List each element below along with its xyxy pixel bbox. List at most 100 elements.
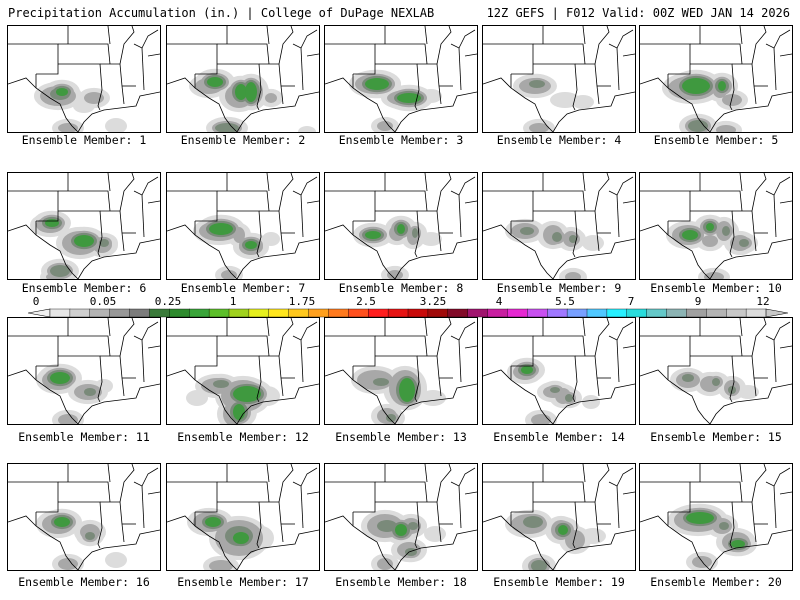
precip-contour	[205, 517, 221, 527]
state-border	[58, 63, 103, 111]
state-border	[552, 238, 635, 279]
precip-contour	[365, 231, 381, 239]
precip-contour	[105, 118, 127, 132]
state-border	[450, 321, 476, 341]
precipitation-map	[167, 318, 319, 424]
state-border	[217, 63, 262, 111]
state-border	[58, 335, 111, 357]
precipitation-map	[640, 318, 792, 424]
ensemble-member-map	[7, 463, 161, 571]
state-border	[436, 464, 452, 503]
ensemble-member-map	[482, 172, 636, 280]
precip-contour	[719, 522, 729, 530]
precip-contour	[233, 386, 261, 402]
colorbar-swatch	[566, 308, 588, 318]
state-border	[739, 173, 743, 192]
state-border	[483, 43, 534, 75]
precipitation-map	[640, 464, 792, 570]
colorbar-tick-label: 12	[756, 295, 770, 308]
state-border	[58, 501, 103, 549]
precip-contour	[520, 227, 534, 235]
state-border	[167, 481, 218, 513]
state-border	[594, 26, 610, 65]
state-border	[141, 485, 145, 529]
state-border	[690, 355, 735, 403]
state-border	[278, 318, 294, 357]
colorbar-tick-label: 7	[627, 295, 635, 308]
state-border	[292, 176, 318, 196]
state-border	[325, 190, 376, 222]
state-border	[107, 318, 111, 337]
state-border	[266, 318, 270, 337]
colorbar-swatch	[308, 308, 329, 318]
colorbar-swatch	[427, 308, 449, 318]
precip-contour	[58, 414, 78, 424]
state-border	[450, 176, 476, 196]
precip-contour	[74, 235, 94, 247]
precip-contour	[213, 380, 229, 388]
precip-contour	[50, 372, 70, 384]
precip-contour	[682, 374, 694, 382]
state-border	[236, 383, 319, 424]
state-border	[8, 335, 59, 367]
precip-contour	[397, 224, 405, 234]
state-border	[464, 200, 477, 204]
precip-contour	[298, 126, 316, 132]
precipitation-map	[483, 26, 635, 132]
state-border	[167, 335, 218, 367]
precip-contour	[84, 388, 96, 396]
precip-contour	[405, 548, 417, 556]
colorbar-tick-label: 0	[32, 295, 40, 308]
state-border	[533, 501, 578, 549]
state-border	[616, 339, 620, 383]
ensemble-member-label: Ensemble Member: 15	[650, 430, 782, 444]
precip-contour	[702, 235, 718, 247]
precip-contour	[221, 270, 237, 279]
ensemble-member-label: Ensemble Member: 20	[650, 575, 782, 589]
state-border	[582, 26, 586, 45]
state-border	[552, 383, 635, 424]
state-border	[325, 335, 376, 367]
state-border	[375, 355, 420, 403]
state-border	[690, 43, 743, 65]
state-border	[424, 26, 428, 45]
precipitation-map	[325, 464, 477, 570]
state-border	[167, 190, 218, 222]
state-border	[375, 481, 428, 503]
ensemble-member-label: Ensemble Member: 8	[338, 281, 464, 295]
precip-contour	[408, 522, 418, 530]
ensemble-member-label: Ensemble Member: 16	[18, 575, 150, 589]
precip-contour	[739, 239, 749, 247]
state-border	[709, 238, 792, 279]
state-border	[58, 43, 111, 65]
state-border	[773, 339, 777, 383]
precipitation-map	[8, 26, 160, 132]
precip-contour	[420, 232, 442, 246]
precip-contour	[105, 552, 127, 568]
ensemble-member-map	[166, 317, 320, 425]
colorbar-swatch	[387, 308, 409, 318]
state-border	[739, 318, 743, 337]
state-border	[640, 335, 691, 367]
state-border	[167, 43, 218, 75]
colorbar-swatch	[726, 308, 747, 318]
precipitation-map	[167, 464, 319, 570]
state-border	[375, 335, 428, 357]
precip-contour	[233, 227, 245, 243]
state-border	[141, 339, 145, 383]
colorbar-swatch	[507, 308, 528, 318]
precip-contour	[377, 121, 393, 131]
state-border	[8, 481, 59, 513]
state-border	[640, 515, 711, 570]
precip-contour	[582, 235, 604, 251]
state-border	[278, 210, 284, 252]
state-border	[533, 63, 578, 111]
precip-contour	[552, 232, 562, 242]
state-border	[773, 47, 777, 91]
colorbar-swatch	[706, 308, 727, 318]
state-border	[167, 224, 238, 279]
state-border	[424, 464, 428, 483]
map-title: Precipitation Accumulation (in.) | Colle…	[8, 6, 435, 20]
state-border	[751, 63, 757, 105]
state-border	[483, 77, 554, 132]
